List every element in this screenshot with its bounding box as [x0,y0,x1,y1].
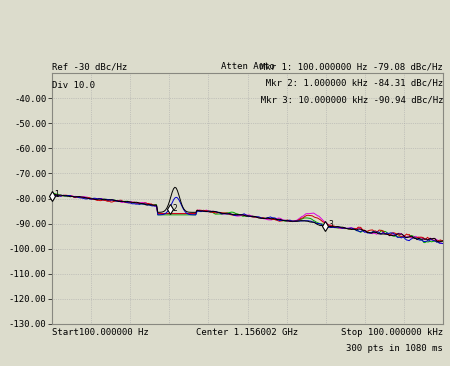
Text: Stop 100.000000 kHz: Stop 100.000000 kHz [341,328,443,337]
Text: 2: 2 [173,203,177,213]
Text: 300 pts in 1080 ms: 300 pts in 1080 ms [346,344,443,353]
Text: Div 10.0: Div 10.0 [52,81,95,90]
Text: Mkr 2: 1.000000 kHz -84.31 dBc/Hz: Mkr 2: 1.000000 kHz -84.31 dBc/Hz [255,79,443,88]
Text: 1: 1 [54,190,58,199]
Text: Center 1.156002 GHz: Center 1.156002 GHz [197,328,298,337]
Text: 3: 3 [328,220,333,229]
Text: Atten Auto: Atten Auto [220,62,274,71]
Text: Ref -30 dBc/Hz: Ref -30 dBc/Hz [52,62,127,71]
Text: Mkr 1: 100.000000 Hz -79.08 dBc/Hz: Mkr 1: 100.000000 Hz -79.08 dBc/Hz [261,62,443,71]
Text: Mkr 3: 10.000000 kHz -90.94 dBc/Hz: Mkr 3: 10.000000 kHz -90.94 dBc/Hz [250,95,443,104]
Text: Start100.000000 Hz: Start100.000000 Hz [52,328,148,337]
